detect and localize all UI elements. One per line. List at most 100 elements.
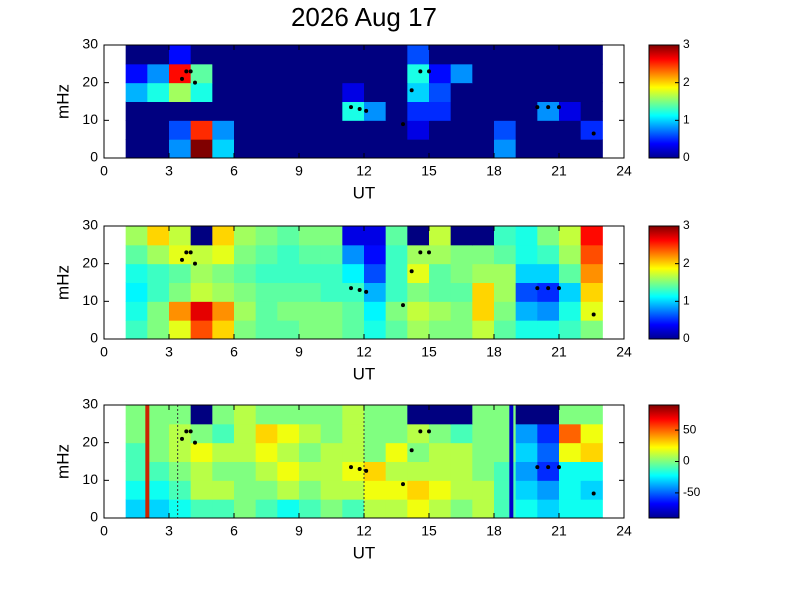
heatmap-cell — [494, 301, 517, 321]
heatmap-cell — [234, 405, 257, 425]
x-tick-label: 24 — [616, 344, 632, 360]
heatmap-cell — [559, 263, 582, 283]
heatmap-cell — [277, 320, 300, 340]
heatmap-cell — [537, 442, 560, 462]
heatmap-cell — [320, 423, 343, 444]
heatmap-cell — [537, 405, 560, 425]
x-tick-label: 15 — [421, 344, 437, 360]
heatmap-cell — [255, 244, 278, 265]
heatmap-cell — [212, 139, 235, 159]
heatmap-cell — [450, 301, 473, 321]
y-tick-label: 10 — [82, 111, 98, 127]
heatmap-cell — [429, 263, 452, 283]
x-tick-label: 0 — [100, 163, 108, 179]
heatmap-cell — [299, 63, 322, 84]
marker — [364, 108, 369, 113]
heatmap-cell — [342, 320, 365, 340]
heatmap-cell — [190, 480, 213, 500]
heatmap-cell — [299, 282, 322, 302]
heatmap-cell — [255, 45, 278, 65]
heatmap-cell — [190, 63, 213, 84]
heatmap-cell — [429, 480, 452, 500]
heatmap-cell — [234, 226, 257, 246]
heatmap-cell — [429, 226, 452, 246]
heatmap-cell — [407, 101, 430, 121]
heatmap-cell — [212, 120, 235, 140]
heatmap-cell — [364, 139, 387, 159]
heatmap-cell — [429, 63, 452, 84]
x-axis-label: UT — [353, 183, 376, 202]
heatmap-cell — [429, 301, 452, 321]
heatmap-cell — [429, 499, 452, 519]
x-tick-label: 15 — [421, 523, 437, 539]
heatmap-cell — [212, 45, 235, 65]
heatmap-cell — [190, 226, 213, 246]
heatmap-cell — [407, 480, 430, 500]
heatmap-cell — [277, 423, 300, 444]
heatmap-cell — [277, 480, 300, 500]
heatmap-cell — [407, 244, 430, 265]
heatmap-cell — [515, 120, 538, 140]
marker — [193, 261, 197, 266]
heatmap-cell — [515, 499, 538, 519]
heatmap-cell — [450, 101, 473, 121]
heatmap-cell — [342, 499, 365, 519]
heatmap-cell — [255, 101, 278, 121]
marker — [349, 286, 353, 291]
heatmap-cell — [147, 499, 170, 519]
heatmap-cell — [385, 82, 408, 102]
heatmap-cell — [212, 282, 235, 302]
x-tick-label: 9 — [295, 344, 303, 360]
heatmap-cell — [342, 405, 365, 425]
heatmap-cell — [169, 405, 192, 425]
heatmap-cell — [494, 139, 517, 159]
heatmap-cell — [429, 405, 452, 425]
heatmap-cell — [169, 82, 192, 102]
heatmap-cell — [537, 226, 560, 246]
heatmap-cell — [537, 499, 560, 519]
heatmap-cell — [450, 226, 473, 246]
colorbar-tick-label: 3 — [683, 218, 690, 232]
heatmap-cell — [125, 442, 148, 462]
x-tick-label: 18 — [486, 523, 502, 539]
heatmap-cell — [147, 301, 170, 321]
heatmap-cell — [515, 423, 538, 444]
heatmap-cell — [320, 82, 343, 102]
heatmap-cell — [277, 301, 300, 321]
colorbar-tick-label: 1 — [683, 113, 690, 127]
heatmap-cell — [537, 139, 560, 159]
heatmap-cell — [277, 139, 300, 159]
heatmap-cell — [169, 263, 192, 283]
heatmap-cell — [580, 423, 603, 444]
heatmap-cell — [190, 301, 213, 321]
heatmap-cell — [320, 63, 343, 84]
heatmap-cell — [147, 320, 170, 340]
heatmap-cell — [277, 263, 300, 283]
heatmap-cell — [559, 480, 582, 500]
marker — [401, 303, 405, 308]
heatmap-cell — [407, 226, 430, 246]
heatmap-cell — [190, 263, 213, 283]
heatmap-cell — [147, 244, 170, 265]
colorbar-tick-label: 0 — [683, 454, 690, 468]
heatmap-cell — [299, 423, 322, 444]
heatmap-cell — [234, 461, 257, 481]
heatmap-cell — [364, 263, 387, 283]
x-tick-label: 6 — [230, 523, 238, 539]
heatmap-cell — [559, 120, 582, 140]
y-tick-label: 0 — [90, 509, 98, 525]
heatmap-cell — [190, 82, 213, 102]
heatmap-cell — [169, 244, 192, 265]
x-tick-label: 9 — [295, 163, 303, 179]
heatmap-cell — [472, 480, 495, 500]
heatmap-cell — [234, 63, 257, 84]
heatmap-cell — [342, 301, 365, 321]
heatmap-cell — [472, 101, 495, 121]
heatmap-cell — [580, 320, 603, 340]
x-tick-label: 0 — [100, 523, 108, 539]
x-tick-label: 12 — [356, 523, 372, 539]
marker — [409, 448, 414, 453]
marker — [349, 465, 353, 470]
heatmap-cell — [125, 499, 148, 519]
heatmap-cell — [125, 320, 148, 340]
